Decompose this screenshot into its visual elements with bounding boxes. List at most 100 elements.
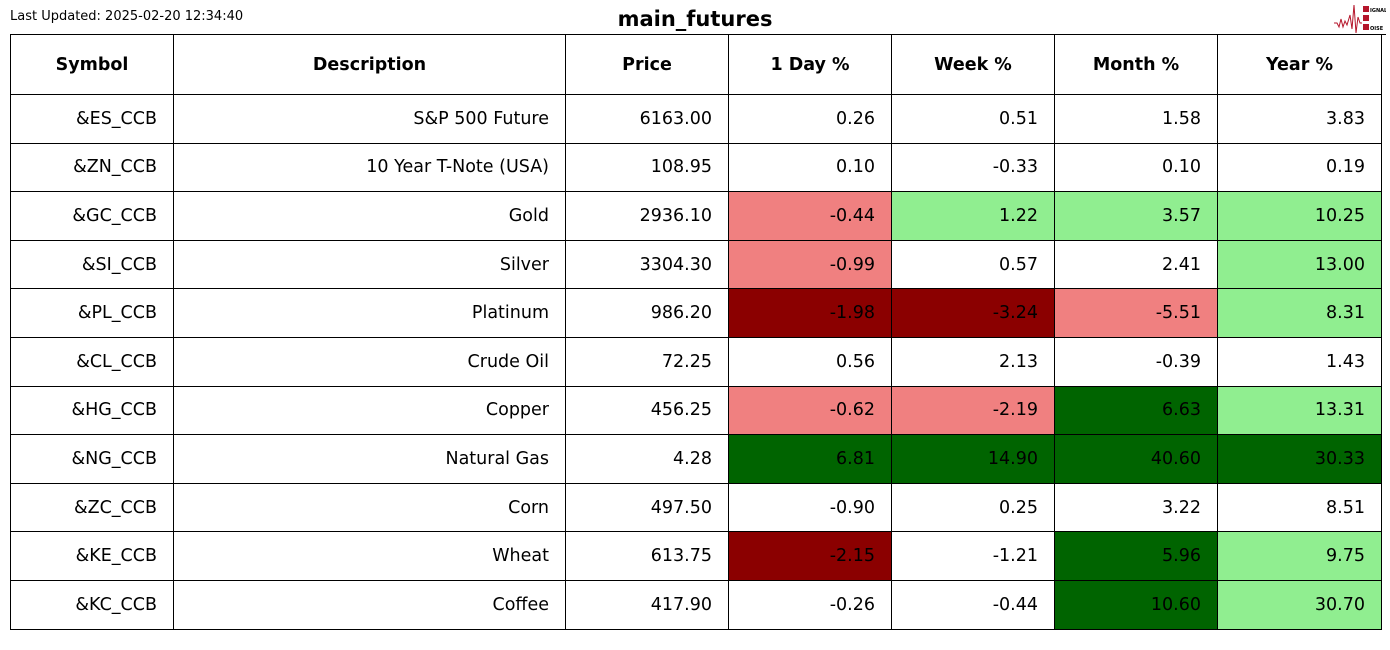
table-cell: 13.00 (1217, 239, 1382, 290)
table-cell: -0.90 (728, 482, 892, 533)
table-cell: -2.19 (891, 385, 1055, 436)
signal-2-noise-logo: IGNAL OISE (1334, 4, 1386, 35)
table-row: &SI_CCB Silver 3304.30 -0.99 0.57 2.41 13.00 (10, 239, 1382, 290)
table-cell: 9.75 (1217, 531, 1382, 581)
table-row: &ES_CCB S&P 500 Future 6163.00 0.26 0.51 1.58… (10, 94, 1382, 144)
table-cell: 0.51 (891, 94, 1055, 144)
table-cell: 3.83 (1217, 94, 1382, 144)
table-cell: 4.28 (565, 434, 729, 484)
table-cell: 0.57 (891, 239, 1055, 290)
header-row: Symbol Description Price 1 Day % Week % Month… (10, 34, 1382, 95)
page-title: main_futures (617, 7, 773, 31)
table-cell: -5.51 (1054, 288, 1218, 338)
table-cell: -0.62 (728, 385, 892, 436)
table-cell: 1.22 (891, 191, 1055, 241)
table-cell: 6.81 (728, 434, 892, 484)
table-cell: 0.10 (1054, 142, 1218, 193)
table-cell: 5.96 (1054, 531, 1218, 581)
last-updated: Last Updated: 2025-02-20 12:34:40 (10, 9, 244, 24)
table-cell: Platinum (173, 288, 566, 338)
column-header: Price (565, 34, 729, 95)
svg-text:OISE: OISE (1370, 26, 1384, 32)
table-cell: &KC_CCB (10, 579, 174, 630)
svg-text:IGNAL: IGNAL (1370, 8, 1386, 14)
table-cell: -3.24 (891, 288, 1055, 338)
table-cell: 613.75 (565, 531, 729, 581)
table-cell: 0.25 (891, 482, 1055, 533)
table-cell: 456.25 (565, 385, 729, 436)
table-cell: 72.25 (565, 336, 729, 387)
table-row: &CL_CCB Crude Oil 72.25 0.56 2.13 -0.39 1.43 (10, 336, 1382, 387)
table-cell: 2936.10 (565, 191, 729, 241)
table-cell: &ES_CCB (10, 94, 174, 144)
table-cell: 0.10 (728, 142, 892, 193)
table-cell: -0.44 (891, 579, 1055, 630)
table-cell: 3.57 (1054, 191, 1218, 241)
table-cell: 8.31 (1217, 288, 1382, 338)
table-cell: 0.56 (728, 336, 892, 387)
column-header: Month % (1054, 34, 1218, 95)
column-header: Description (173, 34, 566, 95)
futures-table: Symbol Description Price 1 Day % Week % Month… (10, 34, 1382, 630)
table-cell: &SI_CCB (10, 239, 174, 290)
table-cell: &HG_CCB (10, 385, 174, 436)
table-cell: &ZN_CCB (10, 142, 174, 193)
column-header: Year % (1217, 34, 1382, 95)
table-cell: &PL_CCB (10, 288, 174, 338)
table-cell: Copper (173, 385, 566, 436)
table-cell: S&P 500 Future (173, 94, 566, 144)
table-cell: 2.41 (1054, 239, 1218, 290)
table-cell: Corn (173, 482, 566, 533)
table-cell: 417.90 (565, 579, 729, 630)
column-header: 1 Day % (728, 34, 892, 95)
table-cell: 30.33 (1217, 434, 1382, 484)
table-row: &KE_CCB Wheat 613.75 -2.15 -1.21 5.96 9.75 (10, 531, 1382, 581)
table-cell: 10 Year T-Note (USA) (173, 142, 566, 193)
table-cell: &ZC_CCB (10, 482, 174, 533)
table-cell: 3.22 (1054, 482, 1218, 533)
table-cell: 40.60 (1054, 434, 1218, 484)
table-row: &ZN_CCB 10 Year T-Note (USA) 108.95 0.10 -0.… (10, 142, 1382, 193)
table-cell: -0.33 (891, 142, 1055, 193)
table-cell: 0.19 (1217, 142, 1382, 193)
table-cell: Gold (173, 191, 566, 241)
table-cell: Coffee (173, 579, 566, 630)
table-cell: 3304.30 (565, 239, 729, 290)
table-row: &GC_CCB Gold 2936.10 -0.44 1.22 3.57 10.25 (10, 191, 1382, 241)
table-cell: 6.63 (1054, 385, 1218, 436)
table-cell: 986.20 (565, 288, 729, 338)
table-cell: -2.15 (728, 531, 892, 581)
table-cell: 1.58 (1054, 94, 1218, 144)
table-row: &KC_CCB Coffee 417.90 -0.26 -0.44 10.60 30.70 (10, 579, 1382, 630)
table-cell: &CL_CCB (10, 336, 174, 387)
table-cell: 6163.00 (565, 94, 729, 144)
table-row: &HG_CCB Copper 456.25 -0.62 -2.19 6.63 13.31 (10, 385, 1382, 436)
table-cell: &GC_CCB (10, 191, 174, 241)
table-cell: Natural Gas (173, 434, 566, 484)
table-cell: 10.60 (1054, 579, 1218, 630)
table-cell: 497.50 (565, 482, 729, 533)
table-cell: Wheat (173, 531, 566, 581)
table-cell: -0.26 (728, 579, 892, 630)
column-header: Week % (891, 34, 1055, 95)
table-row: &PL_CCB Platinum 986.20 -1.98 -3.24 -5.51 8.31 (10, 288, 1382, 338)
table-cell: -1.21 (891, 531, 1055, 581)
table-row: &NG_CCB Natural Gas 4.28 6.81 14.90 40.60 30.3… (10, 434, 1382, 484)
table-cell: &NG_CCB (10, 434, 174, 484)
table-cell: -0.44 (728, 191, 892, 241)
table-cell: 30.70 (1217, 579, 1382, 630)
table-row: &ZC_CCB Corn 497.50 -0.90 0.25 3.22 8.51 (10, 482, 1382, 533)
table-cell: Crude Oil (173, 336, 566, 387)
table-cell: &KE_CCB (10, 531, 174, 581)
table-cell: 2.13 (891, 336, 1055, 387)
table-cell: -0.99 (728, 239, 892, 290)
table-cell: 13.31 (1217, 385, 1382, 436)
column-header: Symbol (10, 34, 174, 95)
table-cell: Silver (173, 239, 566, 290)
table-cell: 108.95 (565, 142, 729, 193)
table-cell: 14.90 (891, 434, 1055, 484)
table-cell: 0.26 (728, 94, 892, 144)
table-cell: -0.39 (1054, 336, 1218, 387)
table-cell: -1.98 (728, 288, 892, 338)
table-cell: 10.25 (1217, 191, 1382, 241)
